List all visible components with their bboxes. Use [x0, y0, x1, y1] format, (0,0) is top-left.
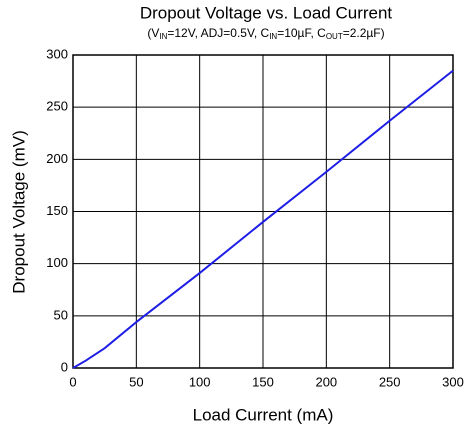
- y-axis-label: Dropout Voltage (mV): [9, 130, 28, 293]
- subtitle-subscript: OUT: [326, 32, 343, 41]
- plot-frame: [72, 54, 454, 369]
- x-tick-label: 300: [442, 374, 464, 389]
- data-line: [72, 69, 454, 369]
- subtitle-subscript: IN: [269, 32, 277, 41]
- y-tick-label: 300: [46, 46, 68, 61]
- x-tick-label: 150: [252, 374, 274, 389]
- y-tick-label: 0: [61, 359, 68, 374]
- x-tick-label: 100: [189, 374, 211, 389]
- y-tick-label: 150: [46, 203, 68, 218]
- chart-title: Dropout Voltage vs. Load Current: [140, 3, 393, 22]
- x-axis-label: Load Current (mA): [193, 405, 334, 424]
- subtitle-part: =2.2µF): [343, 26, 385, 40]
- chart-subtitle: (VIN=12V, ADJ=0.5V, CIN=10µF, COUT=2.2µF…: [147, 26, 384, 41]
- y-tick-label: 100: [46, 255, 68, 270]
- subtitle-part: =10µF, C: [277, 26, 326, 40]
- subtitle-subscript: IN: [159, 32, 167, 41]
- x-tick-label: 50: [129, 374, 143, 389]
- y-tick-label: 200: [46, 151, 68, 166]
- subtitle-part: =12V, ADJ=0.5V, C: [167, 26, 269, 40]
- y-tick-label: 50: [54, 307, 68, 322]
- x-tick-label: 250: [379, 374, 401, 389]
- y-tick-label: 250: [46, 99, 68, 114]
- subtitle-part: (V: [147, 26, 159, 40]
- x-tick-label: 200: [315, 374, 337, 389]
- x-tick-label: 0: [69, 374, 76, 389]
